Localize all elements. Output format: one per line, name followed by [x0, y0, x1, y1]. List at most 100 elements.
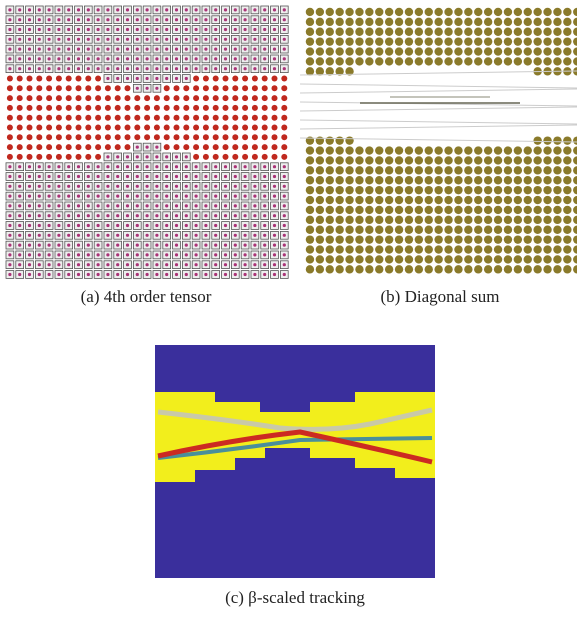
cell-dot [27, 233, 32, 237]
cell-dot [174, 67, 179, 71]
cell-dot [155, 86, 159, 90]
dot [503, 215, 513, 225]
red-dot [193, 75, 200, 82]
cell-dot [253, 174, 257, 179]
cell-dot [174, 194, 179, 198]
cell-dot [86, 57, 90, 61]
dot [315, 245, 325, 254]
dot [523, 17, 532, 27]
dot [414, 255, 424, 264]
cell-dot [204, 243, 208, 247]
dot [513, 225, 523, 234]
cell-dot [47, 253, 51, 257]
dot [503, 166, 513, 175]
cell-dot [282, 243, 286, 247]
dot [434, 255, 443, 264]
dot [345, 136, 354, 145]
cell-dot [116, 204, 120, 208]
cell-dot [253, 243, 257, 247]
dot [464, 255, 473, 264]
dot [493, 245, 503, 254]
dot [573, 47, 577, 56]
dot [493, 146, 503, 155]
dot [335, 245, 344, 254]
red-dot [281, 124, 288, 131]
cell-dot [214, 233, 218, 237]
red-dot [144, 124, 151, 131]
cell-dot [37, 27, 41, 32]
red-dot [6, 104, 13, 111]
dot [563, 205, 572, 215]
dot [325, 176, 334, 185]
red-dot [134, 95, 141, 102]
red-dot [232, 95, 239, 102]
dot [355, 255, 364, 264]
cell-dot [125, 18, 130, 22]
cell-dot [96, 194, 100, 198]
dot [325, 185, 334, 195]
dot [375, 156, 384, 165]
dot [365, 215, 374, 225]
dot [553, 265, 562, 274]
dot [464, 176, 473, 185]
cell-dot [86, 27, 90, 32]
cell-dot [86, 18, 90, 22]
cell-dot [214, 174, 218, 179]
red-dot [271, 104, 278, 111]
cell-dot [86, 204, 90, 208]
dot [404, 185, 414, 195]
dot [474, 47, 483, 56]
cell-dot [47, 165, 51, 169]
cell-dot [253, 204, 257, 208]
cell-dot [145, 165, 149, 169]
red-dot [251, 85, 258, 92]
cell-dot [67, 47, 71, 51]
dot [424, 215, 433, 225]
red-dot [6, 75, 13, 82]
cell-dot [223, 27, 228, 32]
dot [365, 265, 374, 274]
cell-dot [106, 223, 110, 228]
cell-dot [47, 8, 51, 12]
cell-dot [96, 272, 100, 277]
red-dot [46, 114, 53, 121]
dot [454, 265, 463, 274]
cell-dot [27, 165, 32, 169]
red-dot [26, 124, 33, 131]
cell-dot [8, 223, 12, 228]
dot [384, 47, 394, 56]
dot [464, 225, 473, 234]
cell-dot [165, 8, 169, 12]
cell-dot [8, 272, 12, 277]
cell-dot [76, 57, 81, 61]
cell-dot [96, 165, 100, 169]
dot [345, 7, 354, 17]
red-dot [163, 104, 170, 111]
cell-dot [57, 243, 61, 247]
red-dot [36, 144, 43, 151]
cell-dot [253, 67, 257, 71]
red-dot [163, 124, 170, 131]
red-dot [114, 95, 121, 102]
cell-dot [253, 57, 257, 61]
cell-dot [243, 272, 247, 277]
dot [365, 17, 374, 27]
cell-dot [174, 184, 179, 188]
dot [503, 185, 513, 195]
dot [513, 185, 523, 195]
red-dot [144, 95, 151, 102]
dot [523, 47, 532, 56]
cell-dot [263, 18, 267, 22]
dot [474, 37, 483, 46]
dot [355, 195, 364, 205]
cell-dot [155, 57, 159, 61]
cell-dot [253, 37, 257, 41]
cell-dot [37, 204, 41, 208]
dot [553, 17, 562, 27]
dot [384, 17, 394, 27]
cell-dot [8, 37, 12, 41]
red-dot [114, 134, 121, 141]
dot [543, 37, 552, 46]
cell-dot [184, 18, 188, 22]
dot [474, 215, 483, 225]
